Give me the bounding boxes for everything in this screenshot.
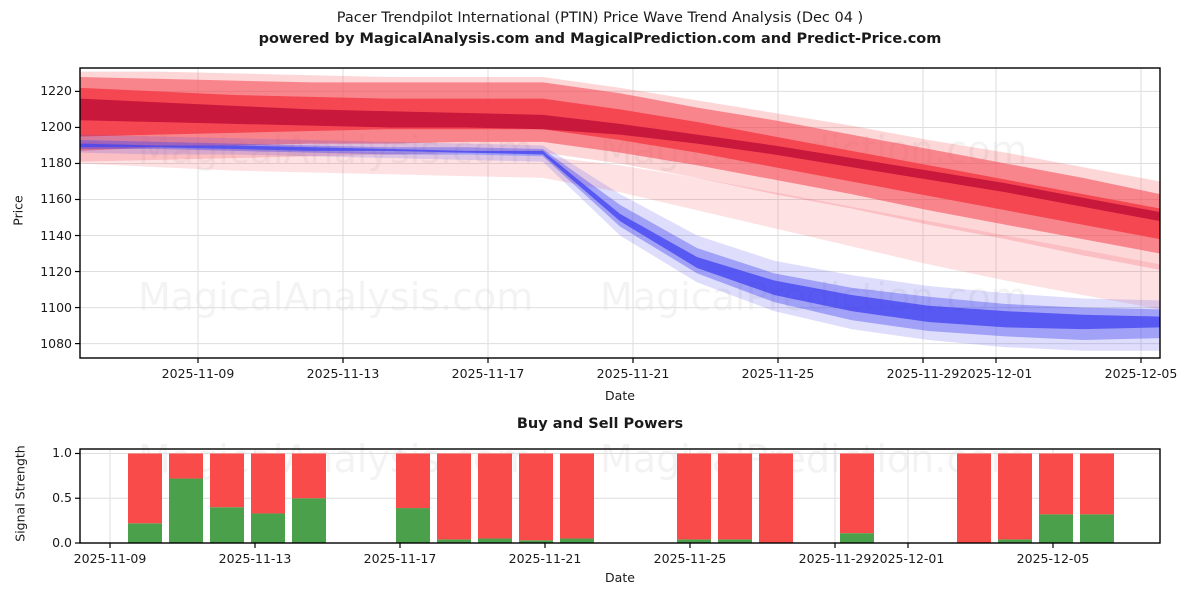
- sell-power-bar[interactable]: [210, 453, 244, 508]
- band-red-dark-upper: [80, 98, 1160, 222]
- buy-power-bar[interactable]: [560, 538, 594, 543]
- buy-power-bar[interactable]: [718, 539, 752, 543]
- price-xtick-label: 2025-11-17: [451, 366, 525, 381]
- signal-xtick-label: 2025-11-13: [218, 551, 292, 566]
- buy-power-bar[interactable]: [677, 539, 711, 543]
- sell-power-bar[interactable]: [437, 453, 471, 540]
- signal-ytick-label: 0.0: [52, 535, 72, 550]
- price-ytick-label: 1080: [40, 335, 72, 351]
- sell-power-bar[interactable]: [957, 453, 991, 543]
- sell-power-bar[interactable]: [840, 453, 874, 534]
- price-chart-frame: [79, 67, 1161, 359]
- buy-power-bar[interactable]: [478, 538, 512, 543]
- price-ytick-label: 1180: [40, 155, 72, 171]
- price-ytick-label: 1120: [40, 263, 72, 279]
- price-xtick-label: 2025-11-29: [886, 366, 960, 381]
- signal-xtick-label: 2025-12-01: [871, 551, 945, 566]
- sell-power-bar[interactable]: [519, 453, 553, 541]
- chart-title-line2: powered by MagicalAnalysis.com and Magic…: [258, 31, 942, 47]
- price-ytick-label: 1140: [40, 227, 72, 243]
- buy-power-bar[interactable]: [1080, 514, 1114, 543]
- buy-power-bar[interactable]: [998, 539, 1032, 543]
- signal-yaxis-title-wrap: Signal Strength: [0, 445, 85, 541]
- band-red-faint-tail-upper: [80, 141, 1160, 310]
- price-xtick-label: 2025-11-13: [306, 366, 380, 381]
- signal-xtick-label: 2025-11-09: [73, 551, 147, 566]
- signal-chart-frame: [79, 448, 1161, 544]
- sell-power-bar[interactable]: [478, 453, 512, 539]
- sell-power-bar[interactable]: [169, 453, 203, 479]
- price-ytick-label: 1100: [40, 299, 72, 315]
- signal-xtick-label: 2025-11-29: [798, 551, 872, 566]
- price-xtick-label: 2025-11-21: [596, 366, 670, 381]
- sell-power-bar[interactable]: [759, 453, 793, 543]
- sell-power-bar[interactable]: [677, 453, 711, 540]
- buy-power-bar[interactable]: [1039, 514, 1073, 543]
- sell-power-bar[interactable]: [251, 453, 285, 514]
- chart-title: Pacer Trendpilot International (PTIN) Pr…: [0, 8, 1200, 50]
- sell-power-bar[interactable]: [128, 453, 162, 524]
- signal-xaxis-title: Date: [605, 570, 635, 585]
- buy-power-bar[interactable]: [169, 478, 203, 543]
- price-xtick-label: 2025-11-25: [741, 366, 815, 381]
- chart-title-line1: Pacer Trendpilot International (PTIN) Pr…: [336, 10, 864, 26]
- price-wave-bands: [80, 71, 1160, 351]
- sell-power-bar[interactable]: [396, 453, 430, 509]
- buy-power-bar[interactable]: [251, 513, 285, 543]
- price-xaxis-title: Date: [605, 388, 635, 403]
- price-ytick-label: 1200: [40, 119, 72, 135]
- buy-power-bar[interactable]: [519, 540, 553, 543]
- sell-power-bar[interactable]: [292, 453, 326, 499]
- signal-ytick-label: 0.5: [52, 490, 72, 506]
- sell-power-bar[interactable]: [1039, 453, 1073, 515]
- signal-yaxis-title: Signal Strength: [12, 445, 28, 542]
- price-xtick-label: 2025-12-05: [1104, 366, 1178, 381]
- sell-power-bar[interactable]: [1080, 453, 1114, 515]
- buy-power-bar[interactable]: [210, 507, 244, 543]
- signal-ytick-label: 1.0: [52, 445, 72, 461]
- buy-power-bar[interactable]: [128, 523, 162, 543]
- sell-power-bar[interactable]: [560, 453, 594, 539]
- signal-xtick-label: 2025-11-17: [363, 551, 437, 566]
- signal-bars: [128, 453, 1114, 543]
- signal-chart-title: Buy and Sell Powers: [516, 416, 684, 432]
- buy-power-bar[interactable]: [396, 508, 430, 543]
- buy-power-bar[interactable]: [840, 533, 874, 543]
- price-ytick-label: 1220: [40, 83, 72, 99]
- price-xtick-label: 2025-11-09: [161, 366, 235, 381]
- signal-xtick-label: 2025-11-21: [508, 551, 582, 566]
- price-xtick-label: 2025-12-01: [959, 366, 1033, 381]
- sell-power-bar[interactable]: [998, 453, 1032, 540]
- buy-power-bar[interactable]: [437, 539, 471, 543]
- price-ytick-label: 1160: [40, 191, 72, 207]
- sell-power-bar[interactable]: [718, 453, 752, 540]
- band-blue-outer-upper: [80, 134, 1160, 351]
- signal-xtick-label: 2025-12-05: [1016, 551, 1090, 566]
- buy-power-bar[interactable]: [292, 498, 326, 543]
- signal-xtick-label: 2025-11-25: [653, 551, 727, 566]
